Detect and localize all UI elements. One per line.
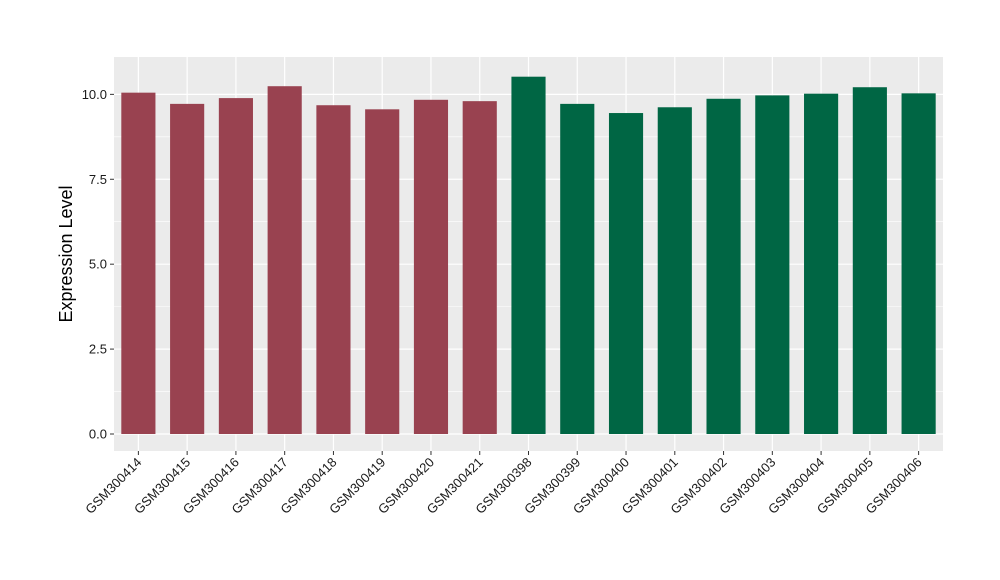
bar-GSM300401	[657, 107, 692, 435]
y-axis-title: Expression Level	[56, 185, 76, 322]
bar-GSM300421	[462, 101, 497, 435]
bar-GSM300419	[365, 109, 400, 434]
bar-GSM300400	[608, 113, 644, 435]
bar-GSM300418	[316, 105, 351, 435]
bar-GSM300398	[511, 76, 546, 434]
y-tick-label: 7.5	[89, 172, 107, 187]
bars	[121, 76, 936, 435]
y-tick-label: 0.0	[89, 427, 107, 442]
bar-GSM300415	[170, 103, 205, 434]
y-tick-label: 5.0	[89, 257, 107, 272]
x-axis: GSM300414GSM300415GSM300416GSM300417GSM3…	[82, 451, 925, 517]
y-tick-label: 10.0	[82, 87, 107, 102]
bar-GSM300416	[218, 98, 253, 434]
bar-GSM300417	[267, 86, 302, 434]
bar-GSM300414	[121, 92, 156, 434]
bar-GSM300405	[852, 87, 887, 434]
bar-GSM300420	[413, 99, 449, 435]
bar-GSM300404	[804, 93, 839, 434]
y-axis: 0.0 2.5 5.0 7.5 10.0	[82, 87, 114, 442]
y-tick-label: 2.5	[89, 342, 107, 357]
bar-GSM300399	[560, 103, 595, 434]
bar-GSM300403	[755, 95, 790, 435]
bar-GSM300406	[901, 93, 936, 435]
bar-GSM300402	[706, 98, 741, 435]
